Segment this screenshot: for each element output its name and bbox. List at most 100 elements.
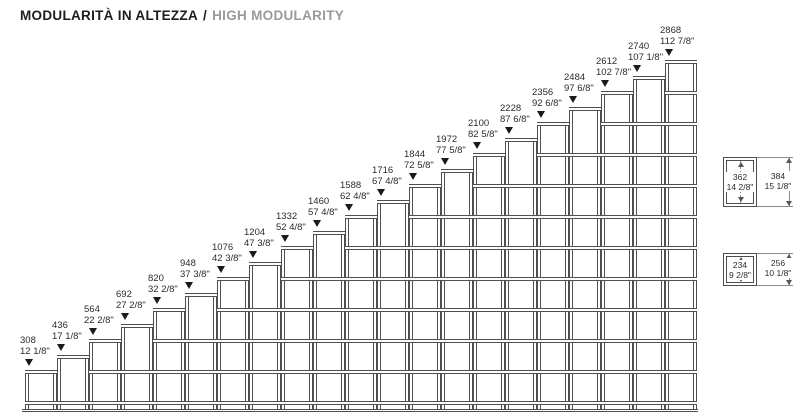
shelf-line: [473, 277, 505, 281]
shelf-line: [153, 339, 185, 343]
small-cell-inner-dimension: 234 9 2/8": [728, 259, 752, 280]
height-label: 436 17 1/8": [52, 320, 82, 342]
module-column-564: 564 22 2/8": [84, 299, 121, 411]
module-column-436: 436 17 1/8": [52, 315, 89, 412]
shelf-line: [537, 153, 569, 157]
shelf-line: [569, 153, 601, 157]
height-label: 2484 97 6/8": [564, 72, 594, 94]
column-right-rail: [405, 199, 409, 409]
shelf-line: [633, 370, 665, 374]
shelf-line: [569, 277, 601, 281]
shelf-line: [601, 308, 633, 312]
shelf-line: [633, 246, 665, 250]
height-label-mm: 820: [148, 273, 164, 284]
shelf-line: [409, 308, 441, 312]
shelf-line: [217, 339, 249, 343]
column-left-rail: [601, 91, 605, 409]
shelf-line: [665, 91, 697, 95]
shelf-line: [473, 370, 505, 374]
extension-line: [757, 285, 793, 286]
height-label-mm: 2868: [660, 25, 682, 36]
shelf-line: [633, 277, 665, 281]
column-top-frame: [633, 75, 665, 80]
column-top-frame: [441, 168, 473, 173]
height-label-inches: 77 5/8": [436, 144, 466, 156]
module-column-948: 948 37 3/8": [180, 253, 217, 412]
module-column-1460: 1460 57 4/8": [308, 191, 345, 412]
column-left-rail: [89, 339, 93, 409]
column-right-rail: [245, 277, 249, 409]
column-top-frame: [665, 60, 697, 64]
height-label-inches: 32 2/8": [148, 284, 178, 295]
shelf-line: [665, 153, 697, 157]
column-right-rail: [565, 122, 569, 409]
column-top-frame: [409, 184, 441, 188]
pointer-triangle-icon: [185, 281, 193, 289]
height-label-inches: 27 2/8": [116, 299, 146, 311]
shelf-line: [537, 339, 569, 343]
arrow-down-icon: [786, 201, 792, 206]
column-left-rail: [377, 199, 381, 409]
extension-line: [757, 206, 793, 207]
column-right-rail: [85, 354, 89, 409]
shelf-line: [345, 339, 377, 343]
shelf-line: [569, 184, 601, 188]
column-left-rail: [217, 277, 221, 409]
arrow-down-icon: [786, 280, 792, 285]
height-label-mm: 2612: [596, 56, 618, 67]
small-cell-inner-mm: 234: [732, 259, 748, 270]
base-shelf-line: [25, 401, 697, 405]
shelf-line: [345, 246, 377, 250]
shelf-line: [409, 246, 441, 250]
shelf-line: [569, 308, 601, 312]
shelf-line: [281, 370, 313, 374]
height-label-inches: 97 6/8": [564, 82, 594, 94]
height-label-mm: 2356: [532, 87, 554, 98]
shelf-line: [377, 246, 409, 250]
pointer-triangle-icon: [633, 64, 641, 72]
column-right-rail: [597, 106, 601, 409]
shelf-line: [249, 339, 281, 343]
floor-baseline: [22, 409, 698, 412]
detail-box-large-cell: 362 14 2/8": [723, 157, 757, 207]
shelf-line: [633, 184, 665, 188]
column-top-frame: [249, 261, 281, 266]
module-column-1588: 1588 62 4/8": [340, 175, 377, 411]
shelf-line: [601, 246, 633, 250]
column-right-rail: [469, 168, 473, 409]
height-label-mm: 1076: [212, 242, 234, 253]
shelf-line: [185, 339, 217, 343]
column-left-rail: [441, 168, 445, 409]
shelf-line: [633, 308, 665, 312]
height-label-mm: 436: [52, 319, 68, 331]
height-label-mm: 1460: [308, 195, 330, 207]
shelf-line: [665, 370, 697, 374]
shelf-line: [313, 277, 345, 281]
shelf-line: [601, 153, 633, 157]
column-left-rail: [505, 137, 509, 409]
height-label-mm: 692: [116, 288, 132, 300]
shelf-line: [537, 370, 569, 374]
column-right-rail: [437, 184, 441, 409]
column-left-rail: [249, 261, 253, 409]
pointer-triangle-icon: [345, 204, 353, 211]
arrow-up-icon: [786, 254, 792, 259]
module-column-2356: 2356 92 6/8": [532, 82, 569, 411]
column-right-rail: [373, 215, 377, 409]
shelf-line: [601, 122, 633, 126]
column-top-frame: [601, 91, 633, 95]
height-label: 2100 82 5/8": [468, 118, 498, 140]
pointer-triangle-icon: [473, 142, 481, 149]
column-right-rail: [309, 246, 313, 409]
pointer-triangle-icon: [377, 188, 385, 196]
column-top-frame: [25, 370, 57, 374]
column-left-rail: [409, 184, 413, 409]
shelf-line: [377, 277, 409, 281]
column-left-rail: [345, 215, 349, 409]
shelf-line: [665, 277, 697, 281]
pointer-triangle-icon: [217, 266, 225, 273]
shelf-line: [505, 246, 537, 250]
column-right-rail: [53, 370, 57, 409]
shelf-line: [601, 370, 633, 374]
